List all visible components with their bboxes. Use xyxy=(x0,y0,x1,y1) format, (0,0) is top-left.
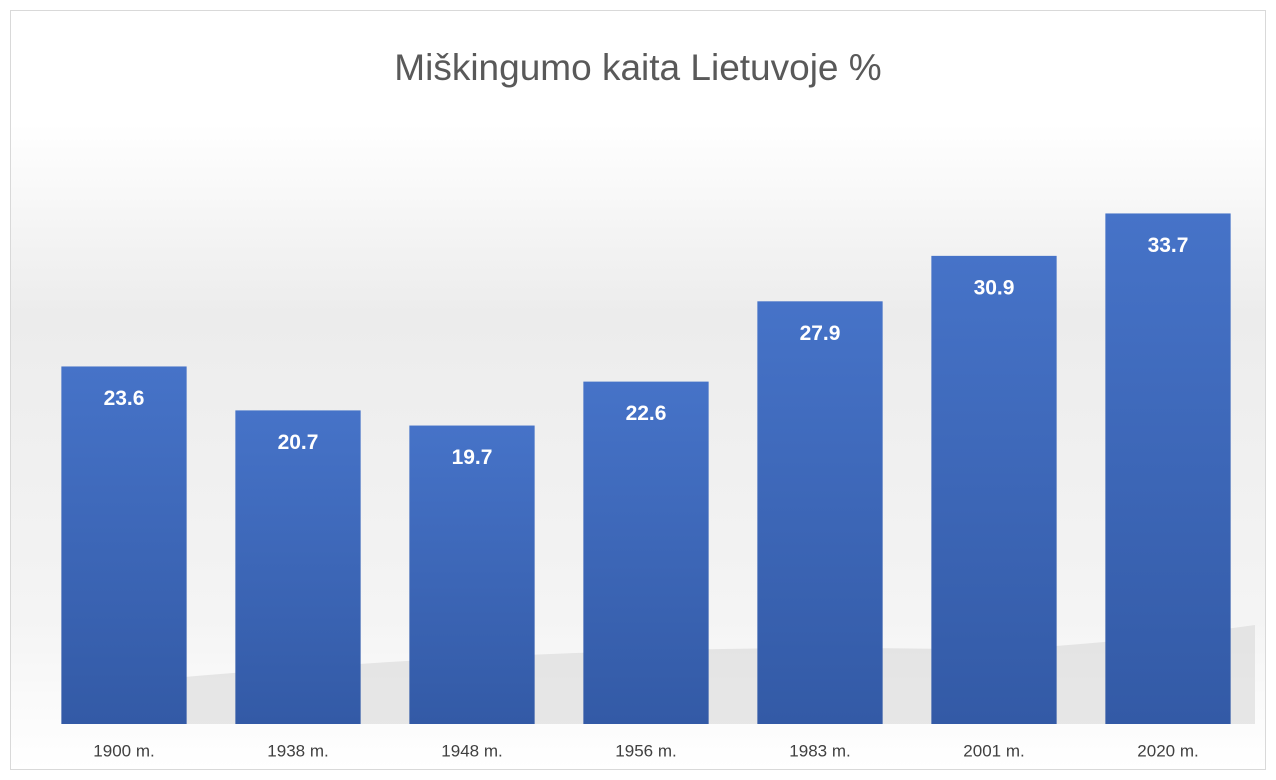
bar xyxy=(757,301,883,724)
x-tick-label: 1900 m. xyxy=(93,741,154,760)
data-label: 33.7 xyxy=(1148,234,1189,257)
data-label: 20.7 xyxy=(278,431,319,454)
bar xyxy=(931,255,1057,725)
x-tick-label: 1956 m. xyxy=(615,741,676,760)
x-tick-label: 1948 m. xyxy=(441,741,502,760)
bar xyxy=(583,381,709,724)
x-tick-label: 2001 m. xyxy=(963,741,1024,760)
data-label: 19.7 xyxy=(452,446,493,469)
bar xyxy=(1105,213,1231,724)
chart-title: Miškingumo kaita Lietuvoje % xyxy=(394,47,881,88)
x-tick-label: 1938 m. xyxy=(267,741,328,760)
data-label: 23.6 xyxy=(104,387,145,410)
data-label: 22.6 xyxy=(626,402,667,425)
x-tick-label: 1983 m. xyxy=(789,741,850,760)
bar xyxy=(409,425,535,724)
bar xyxy=(61,366,187,724)
bar xyxy=(235,410,361,724)
data-label: 30.9 xyxy=(974,276,1015,299)
x-tick-label: 2020 m. xyxy=(1137,741,1198,760)
data-label: 27.9 xyxy=(800,322,841,345)
